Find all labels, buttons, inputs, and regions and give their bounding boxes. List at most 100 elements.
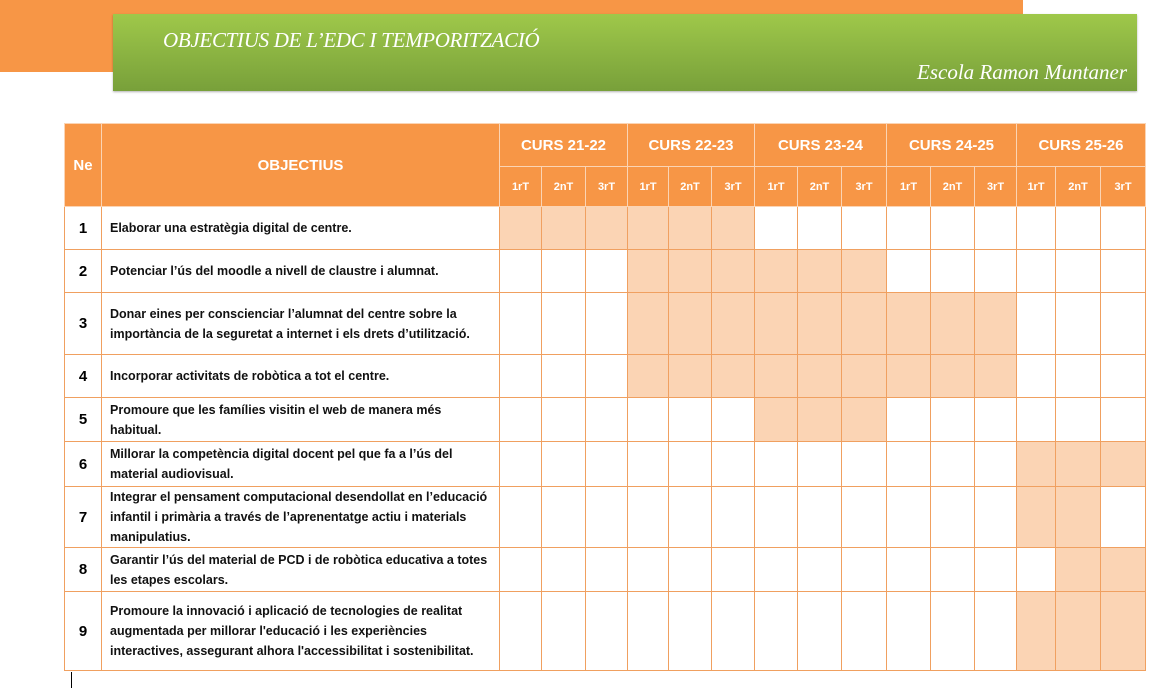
timeline-cell [541,591,586,671]
timeline-cell-active [1055,591,1101,671]
timeline-cell-active [585,206,628,250]
timeline-cell [1016,292,1056,355]
timeline-cell-active [797,292,842,355]
timeline-cell-active [668,292,712,355]
timeline-cell-active [627,206,669,250]
timeline-cell [930,249,975,293]
timeline-cell [627,486,669,548]
table-row: 3 Donar eines per conscienciar l’alumnat … [64,292,1146,355]
timeline-cell [499,441,542,487]
timeline-cell-active [711,249,755,293]
term-header: 3rT [711,166,755,207]
term-header: 2nT [1055,166,1101,207]
objectives-table: Ne OBJECTIUS CURS 21-22 CURS 22-23 CURS 23… [64,123,1146,671]
timeline-cell [627,397,669,442]
course-header: CURS 23-24 [754,123,887,167]
timeline-cell [797,486,842,548]
timeline-cell [1100,206,1146,250]
timeline-cell [668,397,712,442]
timeline-cell-active [974,354,1017,398]
timeline-cell [930,441,975,487]
table-row: 4 Incorporar activitats de robòtica a tot… [64,354,1146,398]
timeline-cell [1055,206,1101,250]
objective-text: Potenciar l’ús del moodle a nivell de cl… [101,249,500,293]
timeline-cell [974,591,1017,671]
timeline-cell [797,547,842,592]
timeline-cell-active [1055,486,1101,548]
timeline-cell [499,547,542,592]
term-header: 1rT [886,166,931,207]
school-name: Escola Ramon Muntaner [917,60,1127,84]
objective-text: Millorar la competència digital docent p… [101,441,500,487]
timeline-cell [754,547,798,592]
timeline-cell-active [754,292,798,355]
timeline-cell [930,591,975,671]
course-header: CURS 22-23 [627,123,755,167]
timeline-cell [930,397,975,442]
timeline-cell [886,441,931,487]
timeline-cell [499,354,542,398]
timeline-cell [1100,292,1146,355]
timeline-cell-active [974,292,1017,355]
term-header: 1rT [754,166,798,207]
text-cursor [71,672,72,688]
header-objectius: OBJECTIUS [101,123,500,207]
timeline-cell-active [930,292,975,355]
timeline-cell-active [499,206,542,250]
objective-text: Integrar el pensament computacional dese… [101,486,500,548]
timeline-cell [499,249,542,293]
timeline-cell [841,591,887,671]
objective-text: Promoure la innovació i aplicació de tec… [101,591,500,671]
row-number: 8 [64,547,102,592]
timeline-cell [499,486,542,548]
table-row: 2 Potenciar l’ús del moodle a nivell de c… [64,249,1146,293]
timeline-cell [541,486,586,548]
timeline-cell [499,292,542,355]
term-header: 1rT [499,166,542,207]
timeline-cell [1016,354,1056,398]
timeline-cell [585,249,628,293]
timeline-cell-active [627,249,669,293]
timeline-cell [668,441,712,487]
timeline-cell [886,249,931,293]
timeline-cell-active [711,292,755,355]
timeline-cell-active [541,206,586,250]
timeline-cell [668,591,712,671]
timeline-cell [711,547,755,592]
term-header: 2nT [668,166,712,207]
term-header: 2nT [797,166,842,207]
timeline-cell-active [1055,547,1101,592]
timeline-cell [1055,397,1101,442]
timeline-cell [886,547,931,592]
timeline-cell-active [668,206,712,250]
timeline-cell [974,206,1017,250]
timeline-cell-active [797,249,842,293]
timeline-cell [541,397,586,442]
timeline-cell [627,591,669,671]
course-header: CURS 25-26 [1016,123,1146,167]
timeline-cell [841,547,887,592]
timeline-cell-active [711,206,755,250]
timeline-cell-active [627,354,669,398]
timeline-cell [1055,292,1101,355]
table-row: 5 Promoure que les famílies visitin el we… [64,397,1146,442]
timeline-cell [841,486,887,548]
term-header: 1rT [627,166,669,207]
timeline-cell-active [841,354,887,398]
row-number: 4 [64,354,102,398]
row-number: 7 [64,486,102,548]
term-header: 3rT [1100,166,1146,207]
term-header: 2nT [541,166,586,207]
course-header: CURS 24-25 [886,123,1017,167]
page-title: OBJECTIUS DE L’EDC I TEMPORITZACIÓ [163,28,540,52]
timeline-cell [668,486,712,548]
timeline-cell [841,441,887,487]
timeline-cell [1016,206,1056,250]
timeline-cell [1016,249,1056,293]
timeline-cell-active [797,397,842,442]
timeline-cell-active [754,397,798,442]
objective-text: Elaborar una estratègia digital de centr… [101,206,500,250]
timeline-cell [886,486,931,548]
timeline-cell [499,591,542,671]
header-banner: OBJECTIUS DE L’EDC I TEMPORITZACIÓ Escol… [113,14,1137,91]
